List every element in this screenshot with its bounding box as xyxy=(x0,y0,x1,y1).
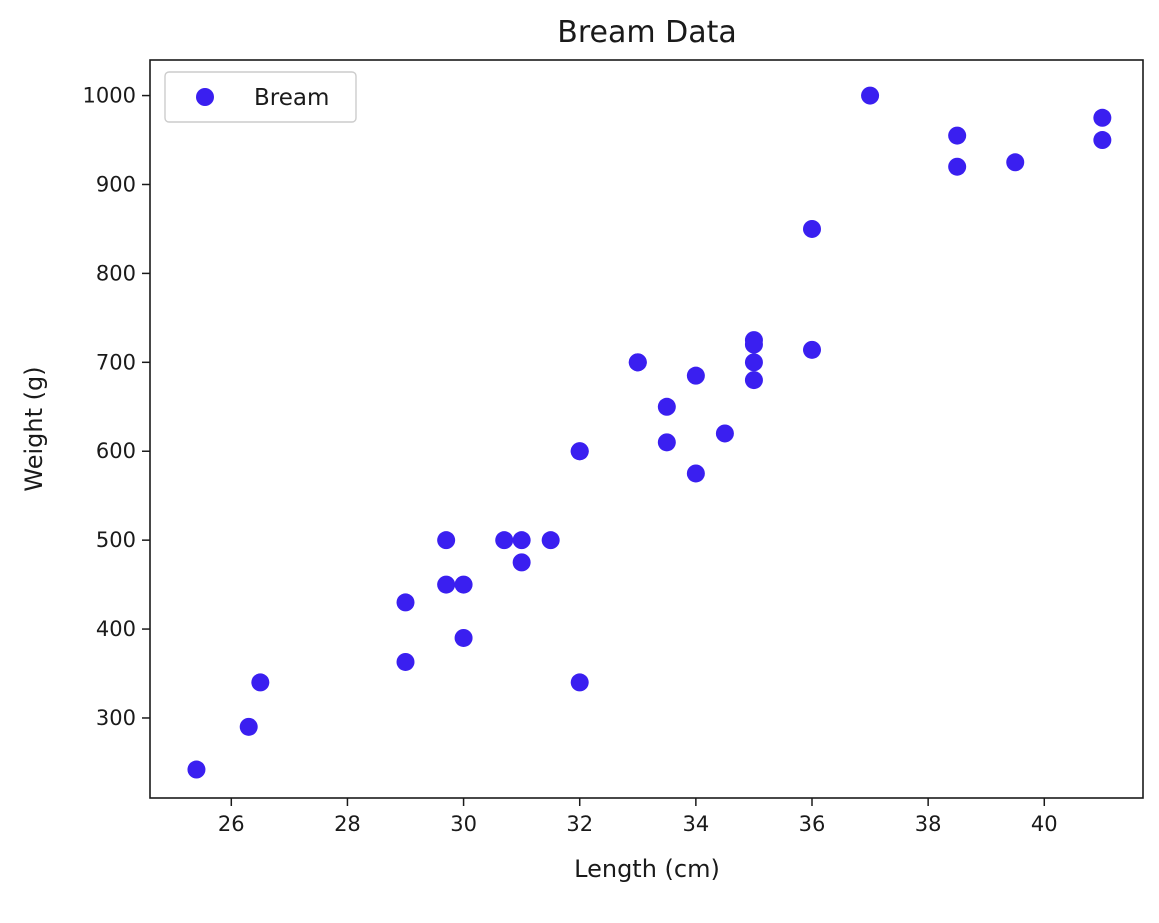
data-point xyxy=(495,531,514,550)
data-point xyxy=(657,433,676,452)
data-point xyxy=(948,157,967,176)
plot-area xyxy=(149,59,1144,799)
x-tick-label: 40 xyxy=(1031,812,1058,836)
data-point xyxy=(657,397,676,416)
data-point xyxy=(187,760,206,779)
x-tick-label: 34 xyxy=(682,812,709,836)
data-point xyxy=(396,652,415,671)
data-point xyxy=(803,219,821,238)
data-point xyxy=(512,531,531,550)
legend-marker-bream xyxy=(196,88,214,106)
data-point xyxy=(541,531,560,550)
y-tick-label: 600 xyxy=(96,439,136,463)
y-tick-label: 400 xyxy=(96,617,136,641)
data-point xyxy=(686,366,705,385)
x-tick-label: 30 xyxy=(450,812,477,836)
data-point xyxy=(396,593,415,612)
data-point xyxy=(744,335,763,354)
legend: Bream xyxy=(164,71,357,123)
x-axis-label: Length (cm) xyxy=(574,855,720,883)
data-point xyxy=(437,575,456,594)
data-point xyxy=(948,126,967,145)
legend-label-bream: Bream xyxy=(254,85,329,111)
data-point xyxy=(1093,108,1112,127)
x-tick-label: 32 xyxy=(566,812,593,836)
data-point xyxy=(744,353,763,372)
data-point xyxy=(628,353,647,372)
x-tick-label: 38 xyxy=(915,812,942,836)
y-axis: 300 400 500 600 700 800 900 1000 xyxy=(83,84,150,730)
y-tick-label: 700 xyxy=(96,350,136,374)
y-tick-label: 900 xyxy=(96,172,136,196)
legend-box xyxy=(164,71,357,123)
data-point xyxy=(803,340,821,359)
data-point xyxy=(744,371,763,390)
y-axis-label: Weight (g) xyxy=(20,366,48,491)
data-point xyxy=(570,442,589,461)
x-axis: 26 28 30 32 34 36 38 40 xyxy=(218,798,1058,836)
y-tick-label: 500 xyxy=(96,528,136,552)
data-point xyxy=(715,424,734,443)
plot-frame xyxy=(149,59,1144,799)
data-point xyxy=(1093,131,1112,150)
data-point xyxy=(570,673,589,692)
x-tick-label: 28 xyxy=(334,812,361,836)
data-point xyxy=(239,717,258,736)
x-tick-label: 26 xyxy=(218,812,245,836)
chart-title: Bream Data xyxy=(557,15,737,50)
y-tick-label: 300 xyxy=(96,706,136,730)
x-tick-label: 36 xyxy=(799,812,826,836)
data-point xyxy=(512,553,531,572)
data-point xyxy=(437,531,456,550)
y-tick-label: 800 xyxy=(96,261,136,285)
data-point xyxy=(861,86,880,105)
data-point xyxy=(686,464,705,483)
data-point xyxy=(454,575,473,594)
data-points xyxy=(187,86,1112,779)
data-point xyxy=(1006,153,1025,172)
y-tick-label: 1000 xyxy=(83,84,136,108)
data-point xyxy=(251,673,270,692)
data-point xyxy=(454,628,473,647)
